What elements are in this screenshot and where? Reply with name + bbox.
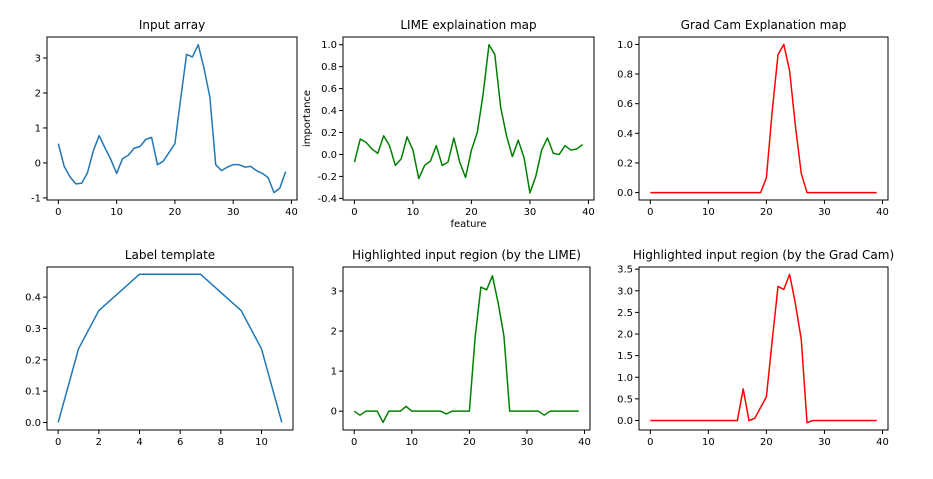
x-tick-label: 0: [647, 207, 653, 218]
subplot-2: 0 10 20 30 40 -0.4 -0.2 0.0 0.2 0.4 0.6 0.8 1.0 LIME …: [302, 18, 595, 230]
x-tick-label: 30: [524, 207, 537, 218]
chart-title: Grad Cam Explanation map: [681, 18, 847, 32]
x-tick-label: 40: [582, 207, 595, 218]
plot-frame: [342, 36, 595, 201]
y-tick-label: -0.4: [317, 194, 337, 205]
y-tick-label: 0.8: [321, 62, 337, 73]
y-tick-label: 1.0: [617, 40, 633, 51]
x-tick-label: 20: [760, 207, 773, 218]
y-tick-label: 1: [331, 367, 337, 378]
subplot-3: 0 10 20 30 40 0.0 0.2 0.4 0.6 0.8 1.0 Grad Cam Expl…: [617, 18, 889, 218]
plot-frame: [342, 266, 591, 431]
x-tick-label: 40: [876, 207, 889, 218]
x-tick-label: 0: [55, 437, 61, 448]
series-line: [650, 273, 877, 424]
y-tick-label: 0.2: [25, 355, 41, 366]
y-tick-label: 0.8: [617, 70, 633, 81]
x-tick-label: 0: [351, 207, 357, 218]
x-tick-label: 30: [818, 207, 831, 218]
x-tick-label: 6: [177, 437, 183, 448]
chart-title: Input array: [139, 18, 205, 32]
x-tick-label: 20: [465, 207, 478, 218]
x-tick-label: 20: [760, 437, 773, 448]
x-tick-label: 10: [405, 437, 418, 448]
subplot-1: 0 10 20 30 40 -1 0 1 2 3 Input array: [31, 18, 298, 218]
y-tick-label: 0.4: [617, 129, 633, 140]
y-tick-label: 0.3: [25, 324, 41, 335]
plot-frame: [638, 36, 889, 201]
series-line: [353, 275, 579, 424]
x-tick-label: 10: [702, 207, 715, 218]
chart-title: Label template: [125, 248, 215, 262]
x-tick-label: 30: [227, 207, 240, 218]
y-tick-label: -0.2: [317, 172, 337, 183]
x-tick-label: 40: [285, 207, 298, 218]
y-tick-label: 1.0: [321, 40, 337, 51]
x-tick-label: 30: [818, 437, 831, 448]
y-tick-label: 0.0: [321, 150, 337, 161]
x-tick-label: 30: [521, 437, 534, 448]
x-tick-label: 20: [463, 437, 476, 448]
x-tick-label: 2: [96, 437, 102, 448]
subplot-4: 0 2 4 6 8 10 0.0 0.1 0.2 0.3 0.4 Label template: [25, 248, 294, 448]
y-tick-label: -1: [31, 193, 41, 204]
x-tick-label: 10: [702, 437, 715, 448]
y-tick-label: 3.0: [617, 286, 633, 297]
y-tick-label: 1: [35, 123, 41, 134]
y-tick-label: 2: [35, 88, 41, 99]
subplot-6: 0 10 20 30 40 0.0 0.5 1.0 1.5 2.0 2.5 3.0 3.5Highlig…: [617, 248, 894, 448]
y-tick-label: 3: [331, 287, 337, 298]
y-tick-label: 0.6: [617, 99, 633, 110]
y-tick-label: 0.1: [25, 387, 41, 398]
y-tick-label: 0.2: [321, 128, 337, 139]
y-axis-label: importance: [302, 90, 313, 147]
y-tick-label: 0.6: [321, 84, 337, 95]
x-tick-label: 0: [647, 437, 653, 448]
y-tick-label: 1.5: [617, 351, 633, 362]
y-tick-label: 3.5: [617, 265, 633, 276]
subplot-5: 0 10 20 30 40 0 1 2 3 Highlighted input region (b…: [331, 248, 591, 448]
y-tick-label: 0.4: [321, 106, 337, 117]
x-axis-label: feature: [450, 219, 486, 230]
x-tick-label: 10: [407, 207, 420, 218]
y-tick-label: 0.0: [617, 416, 633, 427]
y-tick-label: 3: [35, 53, 41, 64]
y-tick-label: 1.0: [617, 373, 633, 384]
x-tick-label: 20: [169, 207, 182, 218]
y-tick-label: 0.0: [25, 418, 41, 429]
series-line: [57, 43, 287, 194]
y-tick-label: 0.5: [617, 394, 633, 405]
chart-title: LIME explaination map: [400, 18, 536, 32]
chart-title: Highlighted input region (by the Grad Ca…: [633, 248, 894, 262]
y-tick-label: 0: [35, 158, 41, 169]
y-tick-label: 0: [331, 407, 337, 418]
plot-frame: [638, 266, 889, 431]
y-tick-label: 0.4: [25, 293, 41, 304]
x-tick-label: 0: [351, 437, 357, 448]
series-line: [57, 273, 283, 423]
y-tick-label: 2.0: [617, 330, 633, 341]
chart-title: Highlighted input region (by the LIME): [352, 248, 581, 262]
x-tick-label: 10: [110, 207, 123, 218]
x-tick-label: 40: [578, 437, 591, 448]
y-tick-label: 2.5: [617, 308, 633, 319]
x-tick-label: 8: [218, 437, 224, 448]
plot-frame: [46, 266, 294, 431]
series-line: [353, 43, 584, 194]
x-tick-label: 40: [876, 437, 889, 448]
x-tick-label: 0: [55, 207, 61, 218]
y-tick-label: 0.0: [617, 188, 633, 199]
x-tick-label: 4: [136, 437, 142, 448]
y-tick-label: 2: [331, 327, 337, 338]
series-line: [650, 43, 877, 194]
y-tick-label: 0.2: [617, 158, 633, 169]
x-tick-label: 10: [255, 437, 268, 448]
plot-frame: [46, 36, 298, 201]
